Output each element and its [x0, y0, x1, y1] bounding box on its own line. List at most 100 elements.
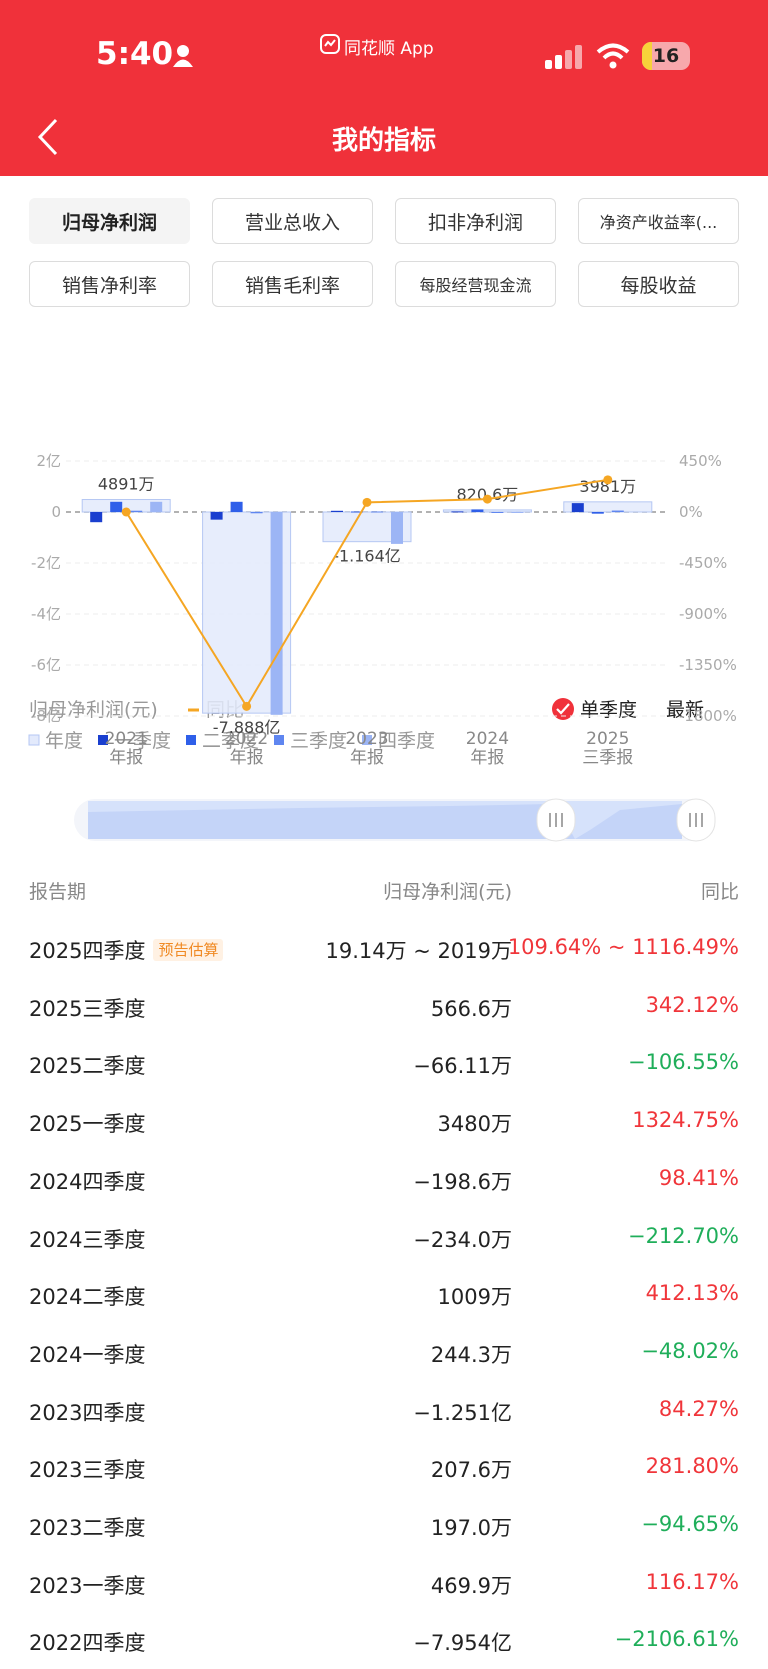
y-tick-label: -2亿: [31, 554, 61, 572]
period-cell: 2023二季度: [29, 1512, 145, 1542]
quarter-bar: [331, 510, 343, 512]
legend-swatch: [362, 735, 372, 745]
tab[interactable]: 净资产收益率(...: [578, 198, 739, 244]
y2-tick-label: -1350%: [679, 656, 737, 674]
value-cell: −1.251亿: [413, 1400, 512, 1425]
quarter-bar: [250, 512, 263, 514]
period: 2025三季度: [29, 996, 146, 1021]
quarter-bar: [491, 512, 504, 513]
y-tick-label: 2亿: [36, 452, 61, 470]
yoy-cell: 84.27%: [658, 1396, 739, 1421]
x-tick-label: 2021: [105, 729, 148, 749]
quarter-bar: [471, 509, 484, 512]
y2-tick-label: 450%: [679, 452, 722, 470]
value-cell: 3480万: [437, 1112, 512, 1137]
range-slider[interactable]: [74, 798, 716, 842]
battery-level: 16: [652, 45, 680, 67]
yoy-cell: −2106.61%: [614, 1627, 739, 1652]
toggle-label: 最新: [666, 699, 704, 721]
tab[interactable]: 每股收益: [578, 261, 739, 307]
x-tick-label: 2023: [345, 729, 388, 749]
tab[interactable]: 每股经营现金流: [395, 261, 556, 307]
column-header: 报告期: [29, 881, 87, 903]
y-tick-label: -6亿: [31, 656, 61, 674]
tab[interactable]: 营业总收入: [212, 198, 373, 244]
period: 2023二季度: [29, 1516, 146, 1540]
signal-icon: [545, 45, 582, 69]
yoy-cell: 116.17%: [645, 1569, 739, 1594]
period: 2025四季度: [29, 939, 146, 963]
yoy-cell: 281.80%: [645, 1454, 739, 1479]
quarter-bar: [150, 501, 163, 512]
tab[interactable]: 扣非净利润: [395, 198, 556, 244]
legend-swatch: [98, 735, 108, 745]
quarter-bar: [391, 512, 403, 544]
user-icon: [173, 45, 193, 67]
period-cell: 2024四季度: [29, 1166, 145, 1196]
period: 2025二季度: [29, 1054, 146, 1079]
x-tick-label: 2022: [225, 729, 268, 749]
x-tick-label: 2024: [466, 729, 509, 749]
y2-tick-label: -1800%: [679, 707, 737, 725]
value-label: -1.164亿: [333, 547, 401, 566]
tag: 预告估算: [153, 939, 224, 961]
yoy-cell: 1324.75%: [632, 1108, 739, 1133]
line-point: [603, 475, 613, 485]
bars: [81, 499, 653, 715]
period: 2024四季度: [29, 1169, 146, 1194]
yoy-cell: 98.41%: [658, 1165, 739, 1190]
quarter-bar: [210, 512, 223, 520]
yoy-cell: −48.02%: [641, 1338, 739, 1363]
legend-swatch: [274, 735, 284, 745]
tab[interactable]: 销售净利率: [29, 261, 190, 307]
tab[interactable]: 归母净利润: [29, 198, 190, 244]
x-tick-label: 三季报: [582, 748, 633, 768]
back-button[interactable]: [36, 118, 60, 156]
quarter-bar: [571, 503, 584, 512]
tab[interactable]: 销售毛利率: [212, 261, 373, 307]
x-tick-label: 年报: [230, 748, 264, 768]
yoy-cell: 342.12%: [645, 992, 739, 1017]
x-tick-label: 年报: [109, 748, 143, 768]
yoy-cell: −212.70%: [627, 1223, 739, 1248]
value-cell: 197.0万: [430, 1516, 512, 1540]
quarter-bar: [110, 501, 123, 512]
value-cell: −198.6万: [413, 1169, 512, 1194]
quarter-bar: [591, 512, 604, 514]
period-cell: 2024二季度: [29, 1281, 145, 1311]
column-header: 同比: [700, 881, 739, 903]
quarter-bar: [270, 512, 283, 715]
value-label: 4891万: [98, 475, 155, 494]
period: 2024二季度: [29, 1285, 146, 1310]
app-icon: [320, 34, 340, 54]
time: 5:40: [96, 36, 174, 72]
toggle-label: 单季度: [580, 699, 637, 721]
legend-swatch: [28, 734, 40, 746]
value-cell: −66.11万: [413, 1054, 512, 1079]
quarter-bar: [351, 511, 363, 513]
app-name: 同花顺 App: [344, 39, 434, 59]
period-cell: 2024一季度: [29, 1339, 145, 1369]
legend-label: 二季度: [202, 730, 259, 752]
quarter-bar: [371, 511, 383, 513]
value-cell: 1009万: [437, 1285, 512, 1310]
quarter-bar: [451, 511, 464, 513]
value-cell: 469.9万: [430, 1573, 512, 1598]
toggle-check: [552, 698, 574, 720]
column-header: 归母净利润(元): [383, 881, 512, 903]
yoy-cell: 412.13%: [645, 1281, 739, 1306]
period-cell: 2023四季度: [29, 1397, 145, 1427]
y2-tick-label: 0%: [679, 503, 703, 521]
page-title: 我的指标: [331, 126, 436, 156]
value-cell: 244.3万: [430, 1342, 512, 1367]
value-cell: −7.954亿: [413, 1631, 512, 1656]
value-cell: −234.0万: [413, 1227, 512, 1252]
period-cell: 2025一季度: [29, 1108, 145, 1138]
annual-bar: [442, 509, 532, 513]
y2-tick-label: -450%: [679, 554, 727, 572]
wifi-icon: [596, 43, 630, 69]
period: 2022四季度: [29, 1631, 146, 1656]
line-point: [242, 701, 252, 711]
chart: 归母净利润(元)同比年度一季度二季度三季度四季度单季度最新2亿0-2亿-4亿-6…: [28, 452, 737, 842]
